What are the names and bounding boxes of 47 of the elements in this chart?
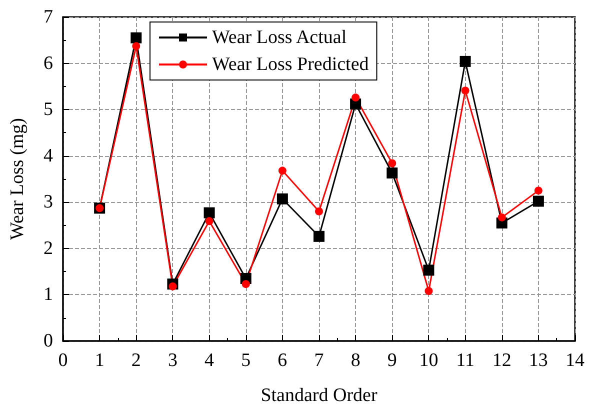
y-tick-label: 1 bbox=[44, 284, 53, 306]
point bbox=[423, 264, 434, 276]
y-tick-label: 3 bbox=[44, 192, 53, 213]
x-axis-title: Standard Order bbox=[260, 385, 378, 406]
x-tick-label: 1 bbox=[94, 350, 104, 371]
point bbox=[460, 56, 471, 67]
point bbox=[242, 280, 250, 288]
x-tick-label: 4 bbox=[204, 350, 215, 371]
x-tick-label: 10 bbox=[419, 350, 438, 371]
x-tick-label: 12 bbox=[492, 350, 512, 371]
x-tick-label: 3 bbox=[168, 350, 178, 371]
legend-label: Wear Loss Actual bbox=[212, 27, 347, 48]
y-tick-label: 7 bbox=[44, 6, 53, 28]
x-tick-label: 8 bbox=[350, 350, 360, 371]
y-tick-label: 0 bbox=[44, 330, 53, 352]
x-tick-label: 2 bbox=[131, 350, 141, 371]
y-tick-label: 6 bbox=[44, 52, 53, 74]
x-tick-label: 13 bbox=[528, 350, 548, 371]
y-axis-title: Wear Loss (mg) bbox=[7, 118, 28, 240]
point bbox=[315, 207, 323, 216]
point bbox=[386, 167, 398, 178]
point bbox=[205, 217, 214, 226]
legend-label: Wear Loss Predicted bbox=[212, 54, 370, 75]
point bbox=[314, 230, 324, 242]
y-tick-label: 2 bbox=[44, 238, 53, 259]
point bbox=[276, 193, 288, 204]
point bbox=[204, 207, 215, 218]
point bbox=[278, 166, 286, 175]
x-tick-label: 5 bbox=[241, 350, 251, 371]
point bbox=[424, 287, 433, 296]
point bbox=[168, 282, 177, 290]
point bbox=[132, 42, 140, 50]
point bbox=[352, 94, 360, 102]
point bbox=[498, 213, 506, 222]
x-tick-label: 14 bbox=[566, 350, 585, 371]
point bbox=[130, 32, 142, 44]
x-tick-label: 11 bbox=[456, 350, 474, 371]
x-tick-label: 7 bbox=[314, 350, 324, 371]
point bbox=[388, 159, 396, 168]
point bbox=[461, 86, 470, 95]
x-tick-label: 0 bbox=[58, 350, 68, 371]
point bbox=[532, 196, 544, 207]
x-tick-label: 6 bbox=[278, 350, 288, 371]
point bbox=[534, 186, 542, 195]
y-tick-label: 4 bbox=[44, 145, 54, 166]
y-tick-label: 5 bbox=[44, 99, 53, 120]
x-tick-label: 9 bbox=[387, 350, 397, 371]
